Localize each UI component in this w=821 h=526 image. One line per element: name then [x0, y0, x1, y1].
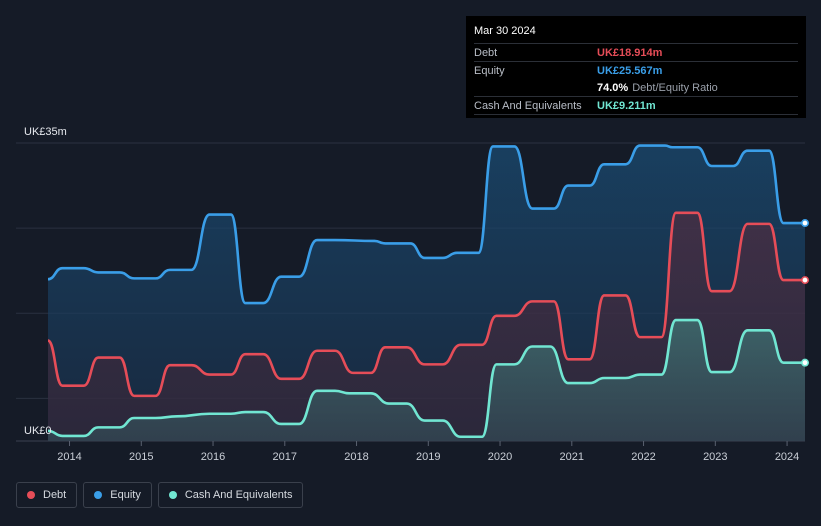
- x-tick-label: 2021: [560, 451, 584, 463]
- series-lines: [46, 144, 805, 439]
- legend-debt-label: Debt: [43, 489, 67, 501]
- tooltip-equity-value: UK£25.567m: [597, 64, 663, 77]
- legend-debt-dot: [27, 491, 35, 499]
- tooltip-ratio-value: 74.0%: [597, 81, 629, 94]
- x-tick-label: 2017: [273, 451, 297, 463]
- tooltip-date: Mar 30 2024: [474, 25, 536, 37]
- equity-line: [47, 144, 805, 305]
- legend-item-debt[interactable]: Debt: [16, 482, 78, 508]
- cash-and-equivalents-area: [48, 320, 805, 441]
- tooltip-debt-value: UK£18.914m: [597, 46, 663, 59]
- legend-item-cash[interactable]: Cash And Equivalents: [157, 482, 304, 508]
- x-tick-label: 2022: [631, 451, 655, 463]
- debt-end-marker: [800, 276, 809, 285]
- x-tick-label: 2018: [344, 451, 368, 463]
- tooltip-cash-label: Cash And Equivalents: [474, 99, 582, 112]
- cash-and-equivalents-line: [47, 318, 805, 439]
- tooltip-debt-label: Debt: [474, 46, 498, 59]
- tooltip-row-equity: Equity UK£25.567m: [474, 61, 798, 79]
- series-areas: [48, 145, 805, 441]
- legend-cash-label: Cash And Equivalents: [184, 489, 293, 501]
- x-tick-label: 2020: [488, 451, 512, 463]
- x-tick-label: 2024: [775, 451, 799, 463]
- tooltip-cash-value: UK£9.211m: [597, 99, 656, 112]
- tooltip-row-cash: Cash And Equivalents UK£9.211m: [474, 96, 798, 114]
- cash-and-equivalents-end-marker: [800, 358, 809, 367]
- legend-equity-label: Equity: [110, 489, 141, 501]
- tooltip-equity-label: Equity: [474, 64, 505, 77]
- legend-item-equity[interactable]: Equity: [83, 482, 152, 508]
- debt-line: [46, 211, 805, 398]
- x-axis: 2014 2015 2016 2017 2018 2019 2020 2021 2022 2023…: [57, 441, 799, 463]
- legend-equity-dot: [94, 491, 103, 499]
- x-tick-label: 2023: [703, 451, 727, 463]
- x-tick-label: 2016: [201, 451, 225, 463]
- chart-legend: Debt Equity Cash And Equivalents: [16, 482, 304, 508]
- y-axis-top-label: UK£35m: [24, 126, 67, 138]
- tooltip-row-debt: Debt UK£18.914m: [474, 43, 798, 61]
- end-markers: [800, 219, 809, 367]
- y-axis-bottom-label: UK£0: [24, 425, 52, 437]
- equity-end-marker: [800, 219, 809, 228]
- x-tick-label: 2019: [416, 451, 440, 463]
- data-tooltip: Mar 30 2024 Debt UK£18.914m Equity UK£25…: [466, 16, 806, 118]
- legend-cash-dot: [168, 491, 177, 499]
- tooltip-row-ratio: 74.0% Debt/Equity Ratio: [474, 79, 798, 96]
- x-tick-label: 2015: [129, 451, 153, 463]
- tooltip-ratio-label: Debt/Equity Ratio: [632, 81, 718, 94]
- x-tick-label: 2014: [57, 451, 81, 463]
